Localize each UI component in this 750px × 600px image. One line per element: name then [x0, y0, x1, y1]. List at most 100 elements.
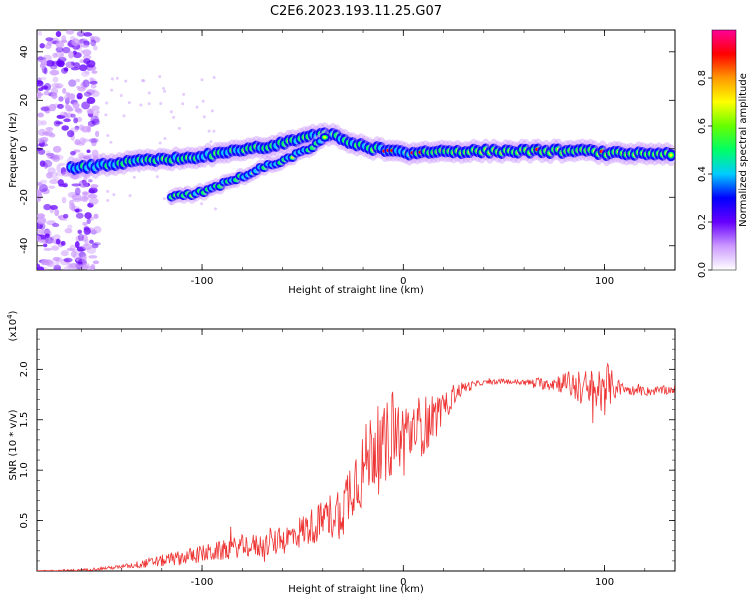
spectrogram-ticks: -100 0 100 40 20 0 -20 -40: [19, 30, 675, 287]
spectrogram-noise-blob: [63, 217, 68, 222]
spectrogram-noise-blob: [158, 141, 162, 145]
spectrogram-noise-blob: [163, 89, 167, 93]
spectrogram-noise-blob: [109, 140, 113, 144]
spectrogram-noise-blob: [73, 252, 80, 261]
spectrogram-noise-blob: [69, 262, 80, 269]
spectrogram-x-tick-label: -100: [191, 276, 214, 287]
spectrogram-noise-blob: [92, 260, 100, 265]
spectrogram-noise-blob: [45, 127, 54, 131]
snr-x-tick-label: 100: [595, 577, 614, 588]
spectrogram-noise-blob: [84, 212, 92, 220]
spectrogram-noise-blob: [47, 167, 56, 175]
spectrogram-noise-blob: [66, 247, 76, 252]
colorbar-tick-label: 0.4: [697, 166, 708, 182]
spectrogram-noise-blob: [78, 38, 86, 44]
spectrogram-noise-blob: [159, 102, 163, 106]
spectrogram-noise-blob: [81, 255, 87, 264]
spectrogram-noise-blob: [78, 124, 85, 131]
spectrogram-noise-blob: [79, 137, 86, 146]
spectrogram-noise-blob: [92, 242, 102, 246]
spectrogram-noise-blob: [63, 94, 69, 101]
spectrogram-noise-blob: [88, 138, 99, 143]
spectrogram-noise-blob: [93, 213, 99, 219]
spectrogram-x-tick-label: 0: [400, 276, 406, 287]
spectrogram-noise-blob: [49, 69, 60, 76]
spectrogram-noise-blob: [39, 184, 48, 192]
spectrogram-noise-blob: [74, 125, 80, 130]
spectrogram-noise-blob: [37, 77, 42, 84]
spectrogram-plot-area: [37, 30, 675, 270]
spectrogram-noise-blob: [63, 213, 69, 219]
spectrogram-noise-blob: [86, 218, 91, 224]
figure-title: C2E6.2023.193.11.25.G07: [270, 4, 442, 19]
spectrogram-noise-blob: [91, 118, 100, 126]
spectrogram-noise-blob: [182, 92, 186, 96]
spectrogram-noise-blob: [87, 113, 94, 118]
spectrogram-noise-blob: [82, 54, 92, 60]
spectrogram-noise-blob: [65, 92, 70, 96]
spectrogram-noise-blob: [41, 188, 50, 195]
spectrogram-noise-blob: [46, 172, 53, 179]
spectrogram-noise-blob: [53, 234, 61, 240]
colorbar: 0.0 0.2 0.4 0.6 0.8 Normalized spectral ampl…: [697, 29, 749, 278]
spectrogram-noise-blob: [69, 202, 76, 211]
spectrogram-noise-blob: [41, 65, 47, 74]
spectrogram-noise-blob: [124, 79, 128, 83]
spectrogram-noise-blob: [63, 266, 70, 270]
spectrogram-noise-blob: [197, 164, 201, 168]
spectrogram-noise-blob: [60, 111, 68, 117]
spectrogram-noise-blob: [52, 256, 61, 262]
spectrogram-noise-blob: [55, 258, 60, 267]
spectrogram-noise-blob: [89, 77, 94, 82]
spectrogram-noise-blob: [52, 155, 61, 163]
spectrogram-noise-blob: [91, 149, 99, 157]
spectrogram-noise-blob: [90, 36, 101, 43]
spectrogram-noise-blob: [66, 62, 73, 69]
spectrogram-noise-blob: [63, 118, 71, 123]
spectrogram-noise-blob: [86, 124, 92, 133]
spectrogram-noise-blob: [77, 233, 84, 242]
snr-x-tick-label: -100: [191, 577, 214, 588]
spectrogram-noise-blob: [195, 105, 199, 109]
spectrogram-y-tick-label: -20: [19, 189, 30, 205]
colorbar-gradient: [711, 29, 737, 271]
spectrogram-noise-blob: [54, 208, 60, 217]
spectrogram-noise-blob: [74, 139, 81, 146]
spectrogram-y-tick-label: -40: [19, 238, 30, 254]
spectrogram-noise-blob: [70, 250, 77, 258]
spectrogram-noise-blob: [61, 67, 68, 74]
spectrogram-noise-blob: [40, 76, 47, 81]
spectrogram-noise-blob: [128, 194, 132, 198]
snr-ticks: -100 0 100 0.5 1.0 1.5 2.0: [19, 329, 675, 588]
spectrogram-noise-blob: [57, 103, 64, 109]
spectrogram-noise-blob: [37, 216, 47, 225]
spectrogram-y-tick-label: 20: [19, 94, 30, 107]
spectrogram-noise-blob: [43, 203, 52, 211]
spectrogram-noise-blob: [39, 160, 46, 167]
spectrogram-noise-blob: [132, 175, 136, 179]
spectrogram-noise-blob: [37, 137, 44, 144]
colorbar-tick-label: 0.8: [697, 70, 708, 86]
spectrogram-noise-blob: [46, 161, 53, 166]
spectrogram-noise-blob: [77, 229, 82, 235]
spectrogram-noise-blob: [83, 154, 92, 159]
spectrogram-noise-blob: [58, 96, 64, 102]
snr-series-line: [37, 362, 675, 571]
spectrogram-noise-blob: [55, 51, 65, 58]
spectrogram-noise-blob: [66, 263, 73, 269]
spectrogram-noise-blob: [67, 191, 78, 198]
spectrogram-noise-blob: [83, 32, 93, 37]
spectrogram-noise-blob: [200, 78, 204, 82]
spectrogram-noise-blob: [119, 93, 123, 97]
spectrogram-noise-blob: [147, 91, 151, 95]
spectrogram-noise-blob: [88, 255, 98, 259]
spectrogram-noise-blob: [92, 45, 98, 51]
spectrogram-noise-blob: [61, 171, 71, 177]
spectrogram-noise-blob: [49, 204, 58, 210]
spectrogram-noise-blob: [127, 101, 131, 105]
snr-y-tick-label: 2.0: [19, 361, 30, 377]
spectrogram-noise-blob: [183, 186, 187, 190]
spectrogram-noise-blob: [42, 54, 52, 62]
spectrogram-y-axis-label: Frequency (Hz): [8, 112, 19, 188]
